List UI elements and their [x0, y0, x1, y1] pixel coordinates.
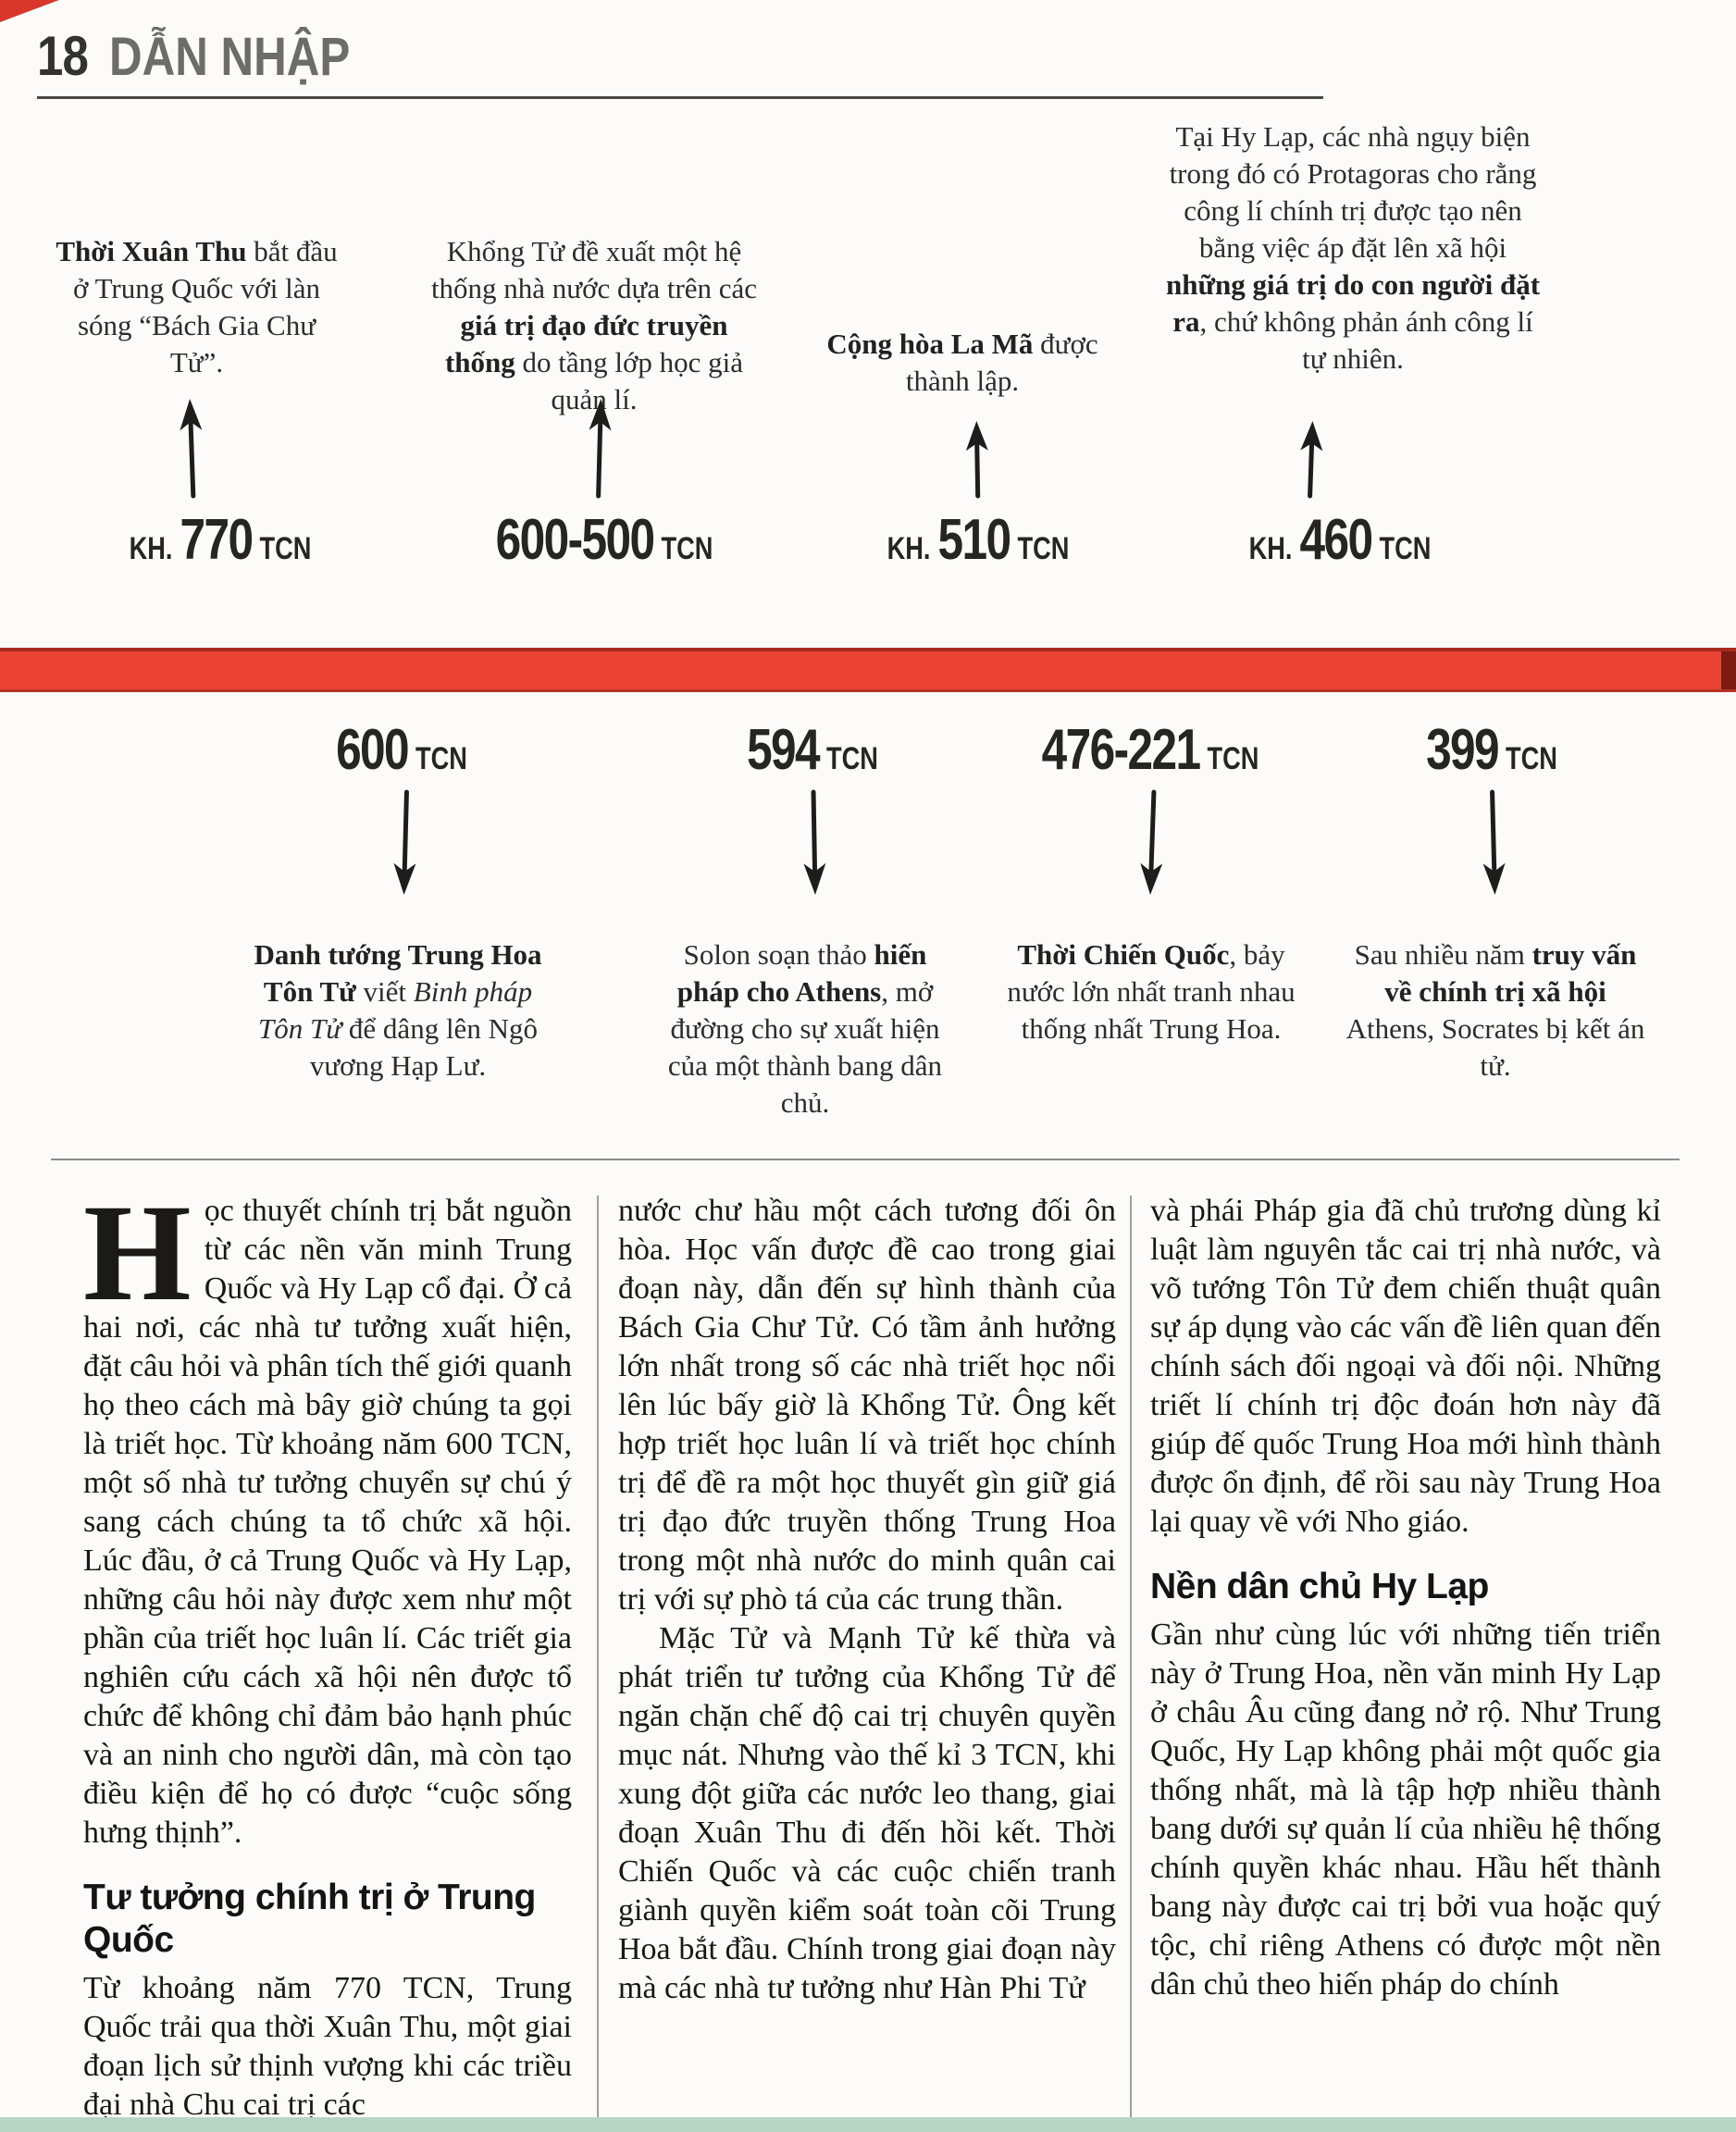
- up-arrow-icon: [589, 399, 612, 499]
- date-era: TCN: [826, 741, 878, 776]
- date-number: 476-221: [1041, 718, 1201, 782]
- up-arrow-icon: [1300, 421, 1323, 499]
- date-era: TCN: [1207, 741, 1259, 776]
- timeline-date: KH. 770 TCN: [94, 507, 346, 573]
- paragraph: Gần như cùng lúc với những tiến triển nà…: [1150, 1618, 1661, 2002]
- down-arrow-icon: [1140, 789, 1163, 895]
- paragraph: Mặc Tử và Mạnh Tử kế thừa và phát triển …: [618, 1621, 1116, 2005]
- date-number: 594: [747, 718, 821, 782]
- date-era: TCN: [1506, 741, 1557, 776]
- timeline-event-text: Thời Xuân Thu bắt đầu ở Trung Quốc với l…: [56, 235, 338, 378]
- timeline-date: 476-221 TCN: [1024, 717, 1276, 783]
- date-era: TCN: [1017, 531, 1070, 566]
- subhead-political-thought-china: Tư tưởng chính trị ở Trung Quốc: [83, 1878, 536, 1960]
- paragraph: Từ khoảng năm 770 TCN, Trung Quốc trải q…: [83, 1971, 572, 2122]
- paragraph-text: ọc thuyết chính trị bắt nguồn từ các nền…: [83, 1194, 572, 1850]
- paragraph: nước chư hầu một cách tương đối ôn hòa. …: [618, 1194, 1116, 1617]
- date-number: 399: [1426, 718, 1500, 782]
- paragraph: và phái Pháp gia đã chủ trương dùng kỉ l…: [1150, 1194, 1661, 1539]
- date-prefix: KH.: [887, 531, 931, 566]
- timeline-bar: [0, 648, 1736, 692]
- timeline-event-text: Cộng hòa La Mã được thành lập.: [826, 328, 1098, 397]
- up-arrow-icon: [965, 421, 988, 499]
- date-prefix: KH.: [129, 531, 173, 566]
- timeline-event-text: Khổng Tử đề xuất một hệ thống nhà nước d…: [430, 235, 758, 415]
- down-arrow-icon: [393, 789, 416, 895]
- subhead-greek-democracy: Nền dân chủ Hy Lạp: [1150, 1567, 1489, 1606]
- column-divider: [1130, 1196, 1132, 2121]
- drop-cap: H: [83, 1192, 192, 1330]
- date-era: TCN: [1379, 531, 1432, 566]
- date-prefix: KH.: [1248, 531, 1293, 566]
- down-arrow-icon: [1482, 789, 1506, 895]
- date-era: TCN: [259, 531, 312, 566]
- timeline-date: KH. 460 TCN: [1214, 507, 1466, 573]
- header-rule: [37, 96, 1323, 99]
- date-number: 600: [336, 718, 410, 782]
- date-number: 600-500: [495, 508, 655, 572]
- body-column-3: và phái Pháp gia đã chủ trương dùng kỉ l…: [1150, 1192, 1661, 2125]
- date-era: TCN: [661, 531, 713, 566]
- date-number: 460: [1299, 508, 1373, 572]
- timeline-date: 594 TCN: [687, 717, 938, 783]
- page-corner-mark: [0, 0, 59, 22]
- timeline-event-text: Thời Chiến Quốc, bảy nước lớn nhất tranh…: [1007, 938, 1296, 1045]
- timeline-date: 399 TCN: [1366, 717, 1618, 783]
- body-column-2: nước chư hầu một cách tương đối ôn hòa. …: [618, 1192, 1116, 2125]
- timeline-event-text: Danh tướng Trung Hoa Tôn Tử viết Binh ph…: [254, 938, 542, 1082]
- footer-color-strip: [0, 2117, 1736, 2132]
- timeline-date: 600 TCN: [276, 717, 527, 783]
- timeline-event-text: Tại Hy Lạp, các nhà ngụy biện trong đó c…: [1165, 120, 1541, 375]
- timeline-event-text: Solon soạn thảo hiến pháp cho Athens, mở…: [667, 938, 943, 1119]
- date-era: TCN: [415, 741, 467, 776]
- timeline-date: KH. 510 TCN: [852, 507, 1104, 573]
- column-divider: [597, 1196, 599, 2121]
- body-top-rule: [51, 1159, 1680, 1160]
- date-number: 770: [180, 508, 254, 572]
- up-arrow-icon: [180, 399, 203, 499]
- down-arrow-icon: [803, 789, 826, 895]
- timeline-event-text: Sau nhiều năm truy vấn về chính trị xã h…: [1345, 938, 1645, 1082]
- timeline-date: 600-500 TCN: [475, 507, 726, 573]
- section-title: DẪN NHẬP: [109, 27, 351, 87]
- timeline-bar-end-cap: [1721, 651, 1736, 689]
- page-number: 18: [37, 25, 89, 87]
- date-number: 510: [937, 508, 1011, 572]
